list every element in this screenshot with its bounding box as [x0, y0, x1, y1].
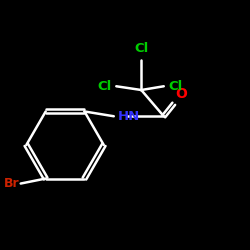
Text: Cl: Cl [97, 80, 111, 93]
Text: O: O [175, 87, 187, 101]
Text: Cl: Cl [169, 80, 183, 93]
Text: Cl: Cl [134, 42, 148, 55]
Text: HN: HN [118, 110, 140, 123]
Text: Br: Br [4, 177, 20, 190]
